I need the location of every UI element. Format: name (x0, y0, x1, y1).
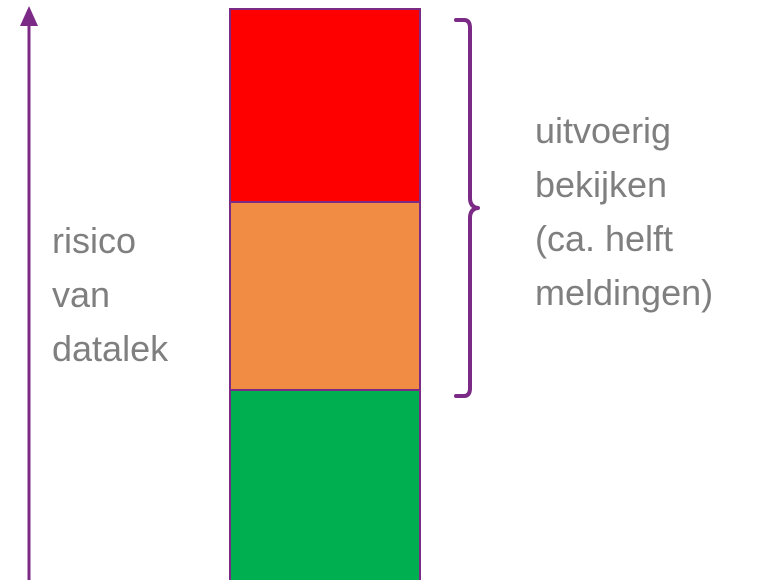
low-risk-band (231, 391, 419, 580)
high-risk-band (231, 10, 419, 203)
risk-stack (229, 8, 421, 580)
risk-label: risico van datalek (52, 220, 169, 369)
risk-arrow-icon (20, 6, 38, 580)
right-brace-icon (454, 18, 480, 398)
medium-risk-band (231, 203, 419, 391)
review-label: uitvoerig bekijken (ca. helft meldingen) (535, 110, 714, 313)
